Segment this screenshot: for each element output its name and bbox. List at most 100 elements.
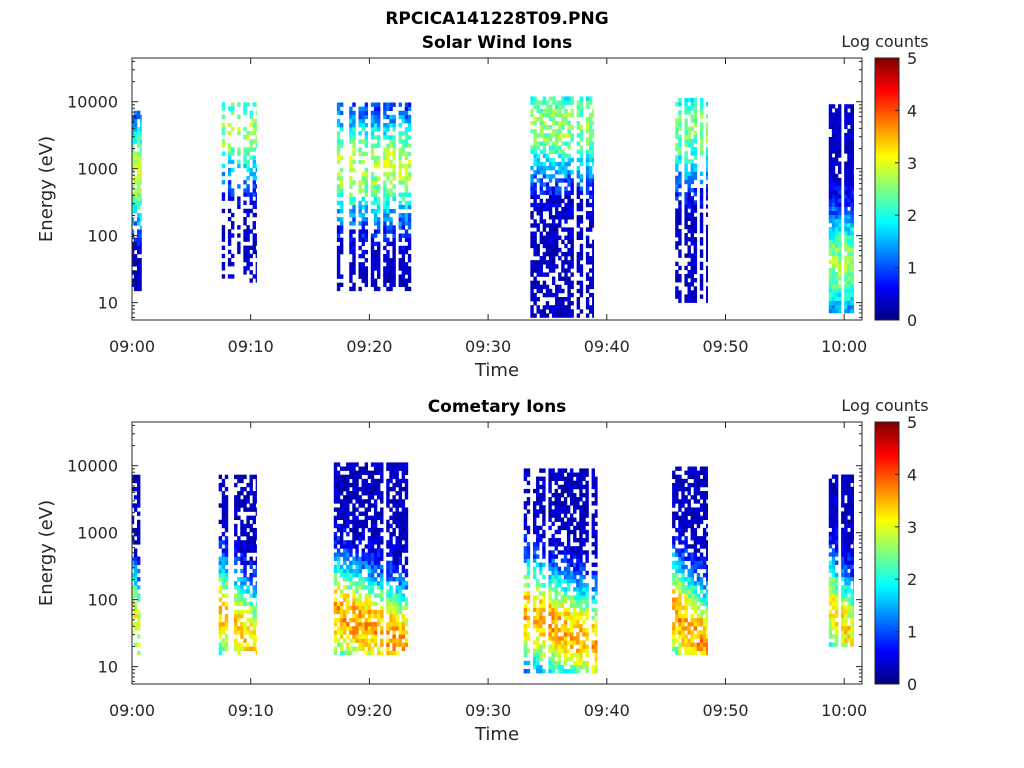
heatmap-cell [582,595,586,600]
heatmap-cell [548,264,553,269]
heatmap-cell [847,239,851,244]
x-tick-label: 10:00 [821,337,867,356]
heatmap-cell [838,247,842,252]
heatmap-cell [132,572,135,578]
heatmap-cell [227,249,232,255]
heatmap-cell [554,488,558,494]
heatmap-cell [361,478,365,484]
heatmap-cell [678,540,682,545]
heatmap-cell [133,503,138,508]
heatmap-cell [392,274,396,279]
heatmap-cell [585,170,590,175]
heatmap-cell [401,511,406,516]
heatmap-cell [672,552,676,557]
heatmap-cell [221,151,226,156]
heatmap-cell [407,225,412,230]
heatmap-cell [847,267,851,273]
heatmap-cell [560,509,565,514]
heatmap-cell [579,149,584,155]
heatmap-cell [557,578,562,584]
heatmap-cell [361,278,365,283]
heatmap-cell [133,110,138,116]
heatmap-cell [548,484,552,490]
heatmap-cell [404,229,409,234]
heatmap-cell [561,141,565,146]
heatmap-cell [693,626,698,631]
heatmap-cell [352,568,356,574]
heatmap-cell [687,544,691,549]
heatmap-cell [526,488,531,494]
heatmap-cell [526,501,531,506]
heatmap-cell [570,497,574,502]
heatmap-cell [844,255,848,261]
heatmap-cell [588,157,593,163]
heatmap-cell [370,114,375,120]
heatmap-cell [551,558,555,563]
heatmap-cell [380,581,384,586]
heatmap-cell [548,174,553,179]
heatmap-cell [555,288,559,294]
heatmap-cell [585,125,590,130]
heatmap-cell [246,212,250,218]
heatmap-cell [249,527,253,533]
heatmap-cell [240,499,244,504]
heatmap-cell [557,505,562,510]
heatmap-cell [706,544,708,549]
heatmap-cell [675,228,679,234]
heatmap-cell [346,552,350,557]
heatmap-cell [398,589,402,594]
heatmap-cell [844,194,848,199]
heatmap-cell [693,265,698,271]
heatmap-cell [592,149,595,155]
heatmap-cell [831,494,836,500]
heatmap-cell [831,145,836,150]
heatmap-cell [690,265,694,271]
heatmap-cell [687,646,691,652]
heatmap-cell [373,560,378,566]
heatmap-cell [373,507,378,512]
heatmap-cell [687,499,691,504]
heatmap-cell [532,554,537,559]
heatmap-cell [563,669,568,674]
heatmap-cell [564,268,568,273]
heatmap-cell [548,227,553,232]
heatmap-cell [539,492,543,498]
heatmap-cell [844,141,848,146]
heatmap-cell [231,253,235,259]
heatmap-cell [847,149,851,154]
heatmap-cell [404,548,409,553]
heatmap-cell [352,217,356,222]
heatmap-cell [523,648,528,653]
heatmap-cell [346,523,350,529]
heatmap-cell [684,163,688,168]
heatmap-cell [336,188,341,193]
heatmap-cell [592,120,595,126]
heatmap-cell [693,106,698,111]
heatmap-cell [684,224,688,230]
heatmap-cell [536,202,540,208]
heatmap-cell [548,251,553,257]
heatmap-cell [573,492,577,498]
heatmap-cell [684,523,688,529]
heatmap-cell [536,644,540,649]
heatmap-cell [252,626,256,631]
heatmap-cell [401,519,406,525]
heatmap-cell [352,262,356,267]
heatmap-cell [523,476,528,481]
heatmap-cell [681,577,685,582]
heatmap-cell [542,599,546,604]
heatmap-cell [551,578,555,584]
heatmap-cell [548,260,553,265]
heatmap-cell [333,630,338,635]
heatmap-cell [234,495,238,500]
heatmap-cell [234,568,238,574]
heatmap-cell [532,517,537,522]
heatmap-cell [386,527,390,533]
heatmap-cell [526,525,531,531]
heatmap-cell [249,622,253,627]
heatmap-cell [702,478,707,484]
heatmap-cell [592,211,595,216]
heatmap-cell [585,607,589,612]
heatmap-cell [690,552,694,557]
heatmap-cell [389,266,393,271]
